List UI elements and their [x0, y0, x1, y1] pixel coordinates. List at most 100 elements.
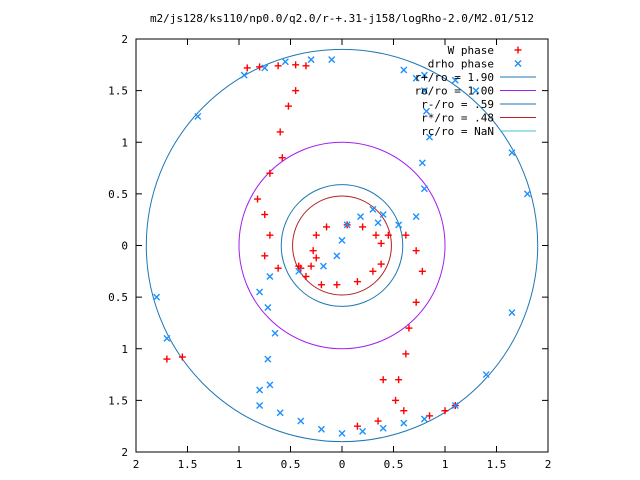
drho-phase-point [256, 402, 264, 410]
drho-phase-point-b [357, 213, 365, 221]
drho-phase-point [338, 236, 346, 244]
drho-phase-point [374, 219, 382, 227]
drho-phase-point [426, 133, 434, 141]
w-phase-point [278, 154, 286, 162]
drho-phase-point [369, 205, 377, 213]
drho-phase-point [357, 213, 365, 221]
drho-phase-point [163, 334, 171, 342]
drho-phase-point [194, 112, 202, 120]
w-phase-point [412, 247, 420, 255]
drho-phase-point-b [395, 221, 403, 229]
drho-phase-point [508, 149, 516, 157]
w-phase-point [178, 353, 186, 361]
x-tick-label: 1.5 [178, 458, 198, 471]
drho-phase-point-b [508, 309, 516, 317]
drho-phase-point [379, 424, 387, 432]
drho-phase-point [400, 66, 408, 74]
drho-phase-point-b [420, 415, 428, 423]
drho-phase-point [266, 272, 274, 280]
drho-phase-point-b [508, 149, 516, 157]
drho-phase-point-b [418, 159, 426, 167]
y-tick-label: 1.5 [108, 394, 128, 407]
w-phase-point [261, 211, 269, 219]
drho-phase-point-b [163, 334, 171, 342]
w-phase-point [266, 231, 274, 239]
drho-phase-point [333, 252, 341, 260]
drho-phase-point [281, 58, 289, 66]
w-phase-point [372, 231, 380, 239]
legend-label: W phase [448, 44, 494, 57]
w-phase-point [302, 272, 310, 280]
drho-phase-point [472, 87, 480, 95]
drho-phase-point [307, 56, 315, 64]
drho-phase-point-b [256, 288, 264, 296]
drho-phase-point-b [256, 386, 264, 394]
drho-phase-point [264, 355, 272, 363]
drho-phase-point-b [420, 71, 428, 79]
circle-r_minus [280, 184, 404, 307]
drho-phase-point-b [240, 71, 248, 79]
drho-phase-point [422, 107, 430, 115]
drho-phase-point-b [379, 211, 387, 219]
legend-label: drho phase [428, 58, 494, 71]
w-phase-point [163, 355, 171, 363]
drho-phase-point [451, 402, 459, 410]
w-phase-point [353, 422, 361, 430]
w-phase-point [292, 87, 300, 95]
drho-phase-point [482, 371, 490, 379]
w-phase-point [377, 260, 385, 268]
axis-ticks: 2 1.5 1 0.5 0 0.5 1 1.5 221.510.500.511.52 [108, 33, 551, 471]
drho-phase-point-b [400, 419, 408, 427]
drho-phase-point [317, 425, 325, 433]
legend-label: r*/ro = .48 [421, 112, 494, 125]
drho-phase-point [523, 190, 531, 198]
w-phase-point [292, 61, 300, 69]
drho-phase-point-b [194, 112, 202, 120]
drho-phase-point-b [514, 60, 522, 67]
w-phase-point [274, 264, 282, 272]
w-phase-point [254, 195, 262, 203]
w-phase-point [266, 169, 274, 177]
w-phase-point [412, 298, 420, 306]
drho-phase-point-b [359, 427, 367, 435]
x-tick-label: 1 [236, 458, 243, 471]
drho-phase-point [271, 329, 279, 337]
w-phase-point [307, 262, 315, 270]
circle-r_star [292, 195, 392, 296]
drho-phase-point [400, 419, 408, 427]
drho-phase-point-b [307, 56, 315, 64]
x-tick-label: 2 [545, 458, 552, 471]
drho-phase-point-b [266, 381, 274, 389]
w-phase-point [312, 231, 320, 239]
w-phase-point [402, 350, 410, 358]
w-phase-point [400, 407, 408, 415]
w-phase-point [402, 231, 410, 239]
drho-phase-point [412, 213, 420, 221]
y-tick-label: 1.5 [108, 85, 128, 98]
w-phase-point [295, 262, 303, 270]
x-tick-label: 1.5 [487, 458, 507, 471]
drho-phase-point-b [422, 107, 430, 115]
y-tick-label: 2 [121, 446, 128, 459]
x-tick-label: 0 [339, 458, 346, 471]
w-phase-point [274, 62, 282, 70]
drho-phase-point-b [264, 355, 272, 363]
w-phase-point [323, 223, 331, 231]
drho-phase-point [420, 185, 428, 193]
legend-label: r+/ro = 1.90 [415, 71, 494, 84]
w-phase-point [369, 267, 377, 275]
drho-phase-point [420, 71, 428, 79]
legend-label: r-/ro = .59 [421, 98, 494, 111]
drho-phase-point [338, 429, 346, 437]
drho-phase-point [319, 262, 327, 270]
drho-phase-point-b [400, 66, 408, 74]
drho-phase-point-b [412, 74, 420, 82]
w-phase-point [302, 62, 310, 70]
w-phase-point [405, 324, 413, 332]
w-phase-point [353, 278, 361, 286]
w-phase-point [418, 267, 426, 275]
w-phase-point [374, 417, 382, 425]
w-phase-point [276, 128, 284, 136]
drho-phase-point [264, 303, 272, 311]
